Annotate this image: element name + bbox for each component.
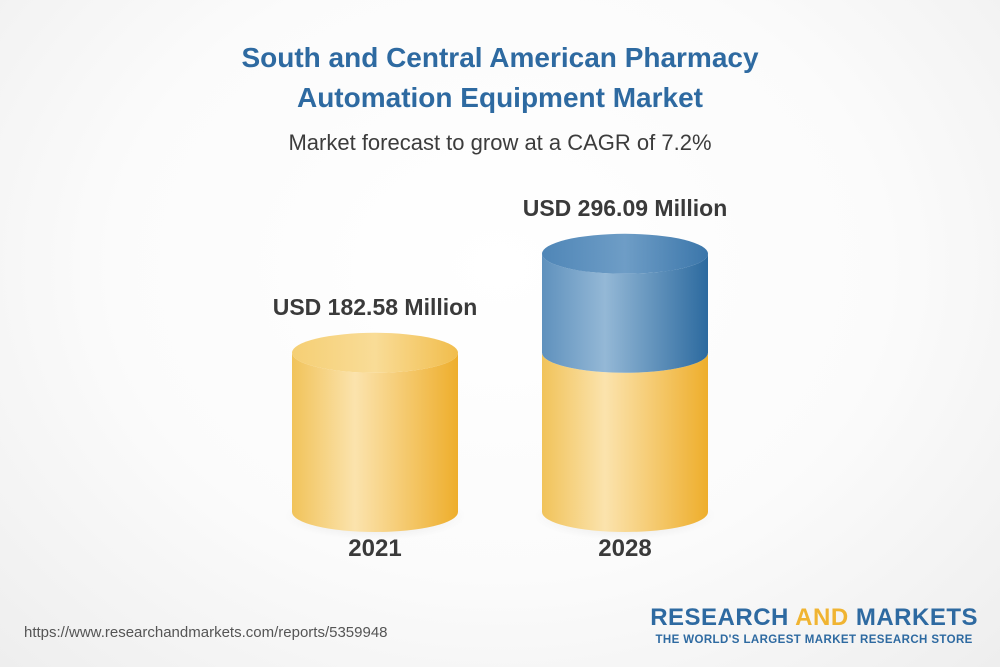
chart-title-line-1: South and Central American Pharmacy — [241, 42, 759, 73]
brand-name-part-2: AND — [795, 604, 849, 631]
brand-name: RESEARCH AND MARKETS — [650, 604, 978, 632]
cylinder-top-2021 — [292, 332, 458, 373]
source-url[interactable]: https://www.researchandmarkets.com/repor… — [24, 624, 388, 641]
cylinder-growth-segment-2028 — [542, 253, 708, 373]
bars-layer: USD 182.58 Million 2021 USD 296.09 Million… — [273, 195, 728, 562]
category-label-2028: 2028 — [598, 535, 651, 562]
value-label-2028: USD 296.09 Million — [523, 195, 728, 221]
cylinder-base-segment-2028 — [542, 352, 708, 532]
brand-name-part-1: RESEARCH — [650, 604, 789, 631]
brand-name-part-3: MARKETS — [855, 604, 978, 631]
cylinder-bar-2021 — [292, 352, 458, 532]
category-label-2021: 2021 — [348, 535, 401, 562]
chart-subtitle: Market forecast to grow at a CAGR of 7.2… — [288, 130, 712, 155]
chart-title: South and Central American Pharmacy Auto… — [0, 38, 1000, 118]
cylinder-top-2028 — [542, 233, 708, 274]
brand-tagline: THE WORLD'S LARGEST MARKET RESEARCH STOR… — [655, 634, 973, 646]
brand-logo: RESEARCH AND MARKETS THE WORLD'S LARGEST… — [650, 604, 978, 648]
chart-title-line-2: Automation Equipment Market — [296, 82, 703, 113]
value-label-2021: USD 182.58 Million — [273, 294, 478, 320]
